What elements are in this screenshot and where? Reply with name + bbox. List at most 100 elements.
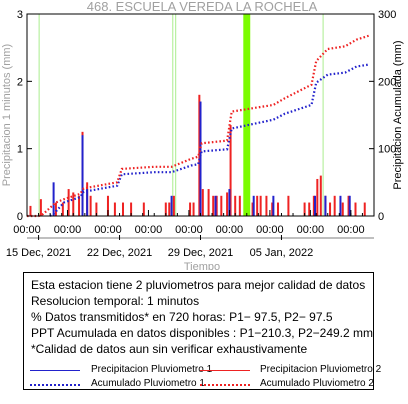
y-right-tick-label-2: 200 [378, 76, 396, 88]
bar-p2-30 [238, 195, 241, 216]
bar-p2-29 [234, 195, 237, 216]
x-date-label-3: 05 Jan, 2022 [250, 247, 314, 259]
bar-p2-20 [192, 202, 195, 216]
x-time-label-0: 00:00 [13, 224, 41, 236]
y-left-tick-label-3: 3 [17, 9, 23, 21]
bar-p2-46 [341, 202, 344, 216]
legend-label-p2: Precipitacion Pluviometro 2 [260, 364, 382, 375]
bar-p2-16 [164, 202, 167, 216]
rain-bars [29, 94, 366, 216]
y-axis-left-label: Precipitacion 1 minutos (mm) [1, 44, 13, 186]
legend-label-a2: Acumulado Pluviometro 2 [260, 378, 374, 389]
info-line-pluviometros: Esta estacion tiene 2 pluviometros para … [31, 278, 366, 292]
bar-p2-15 [142, 202, 145, 216]
legend-swatch-p2 [200, 370, 250, 371]
bar-p1-5 [214, 195, 217, 216]
bar-p2-3 [61, 202, 64, 216]
rainfall-chart: 0 1 2 3 0 100 200 300 00:00 00:00 00:00 00:00 00:00 0… [1, 0, 404, 270]
bar-p1-7 [252, 195, 255, 216]
bar-p2-18 [172, 195, 175, 216]
bar-p2-49 [363, 202, 366, 216]
bar-p2-47 [347, 195, 350, 216]
bar-p2-42 [319, 175, 322, 216]
x-time-label-8: 00:00 [337, 224, 365, 236]
bar-p2-17 [168, 202, 171, 216]
cumulative-lines [27, 34, 370, 218]
bar-p2-22 [201, 189, 204, 216]
bar-p2-0 [29, 205, 32, 216]
info-line-accumulated: PPT Acumulada en datos disponibles : P1−… [31, 326, 373, 340]
gap-band [243, 14, 251, 216]
bar-p2-44 [329, 202, 332, 216]
bar-p2-31 [251, 202, 254, 216]
bar-p2-27 [226, 192, 229, 216]
bar-p2-10 [95, 202, 98, 216]
info-box: Esta estacion tiene 2 pluviometros para … [23, 272, 381, 390]
legend-swatch-a2 [200, 384, 250, 386]
bar-p2-12 [113, 202, 116, 216]
info-line-quality: *Calidad de datos aun sin verificar exha… [31, 342, 308, 356]
x-time-label-6: 00:00 [256, 224, 284, 236]
x-time-label-2: 00:00 [94, 224, 122, 236]
bar-p2-28 [229, 125, 232, 216]
legend-swatch-a1 [30, 384, 80, 386]
bar-p1-9 [314, 195, 317, 216]
bar-p1-6 [228, 189, 231, 216]
bar-p1-1 [81, 135, 84, 216]
bar-p2-2 [54, 202, 57, 216]
y-left-tick-label-0: 0 [17, 211, 23, 223]
bar-p2-41 [316, 178, 319, 216]
bar-p1-0 [52, 182, 55, 216]
x-time-label-1: 00:00 [54, 224, 82, 236]
bar-p2-39 [308, 202, 311, 216]
bar-p2-5 [72, 192, 75, 216]
legend-label-p1: Precipitacion Pluviometro 1 [91, 364, 213, 375]
chart-title: 468. ESCUELA VEREDA LA ROCHELA [87, 0, 318, 14]
bar-p2-6 [78, 195, 81, 216]
x-date-label-2: 29 Dec, 2021 [168, 247, 233, 259]
bar-p1-3 [170, 195, 173, 216]
data-gap-markers [38, 14, 324, 216]
legend-label-a1: Acumulado Pluviometro 1 [91, 378, 205, 389]
bar-p2-35 [271, 202, 274, 216]
x-axis-label: Tiempo [184, 261, 220, 270]
bar-p2-24 [212, 195, 215, 216]
y-left-tick-label-2: 2 [17, 76, 23, 88]
bar-p1-4 [199, 101, 202, 216]
bar-p2-25 [215, 195, 218, 216]
legend-swatch-p1 [30, 370, 80, 371]
bar-p2-37 [287, 195, 290, 216]
x-time-label-4: 00:00 [175, 224, 203, 236]
bar-p2-9 [89, 195, 92, 216]
y-left-tick-label-1: 1 [17, 144, 23, 156]
bar-p2-32 [256, 195, 259, 216]
bar-p2-36 [276, 202, 279, 216]
bar-p1-12 [348, 195, 351, 216]
bar-p2-38 [303, 202, 306, 216]
bar-p2-13 [122, 202, 125, 216]
bar-p2-34 [265, 195, 268, 216]
bar-p1-8 [272, 195, 275, 216]
y-right-tick-label-0: 0 [378, 211, 384, 223]
bar-p2-48 [354, 202, 357, 216]
y-right-tick-label-1: 100 [378, 144, 396, 156]
x-time-label-3: 00:00 [135, 224, 163, 236]
bar-p1-11 [339, 195, 342, 216]
x-date-label-1: 22 Dec, 2021 [87, 247, 152, 259]
bar-p2-1 [39, 199, 42, 216]
bar-p2-26 [220, 195, 223, 216]
y-right-tick-label-3: 300 [378, 9, 396, 21]
y-axis-right-label: Precipitacion Acumulada (mm) [392, 40, 404, 189]
bar-p1-2 [86, 189, 89, 216]
bar-p2-40 [312, 195, 315, 216]
x-time-label-5: 00:00 [216, 224, 244, 236]
bar-p2-33 [259, 195, 262, 216]
x-time-label-7: 00:00 [297, 224, 325, 236]
x-date-label-0: 15 Dec, 2021 [6, 247, 71, 259]
bar-p2-19 [189, 202, 192, 216]
bar-p2-4 [67, 189, 70, 216]
bar-p2-23 [207, 189, 210, 216]
info-line-transmitted: % Datos transmitidos* en 720 horas: P1− … [31, 310, 333, 324]
axis-ticks: 0 1 2 3 0 100 200 300 00:00 00:00 00:00 00:00 00:00 0… [6, 9, 397, 259]
bar-p2-14 [130, 202, 133, 216]
